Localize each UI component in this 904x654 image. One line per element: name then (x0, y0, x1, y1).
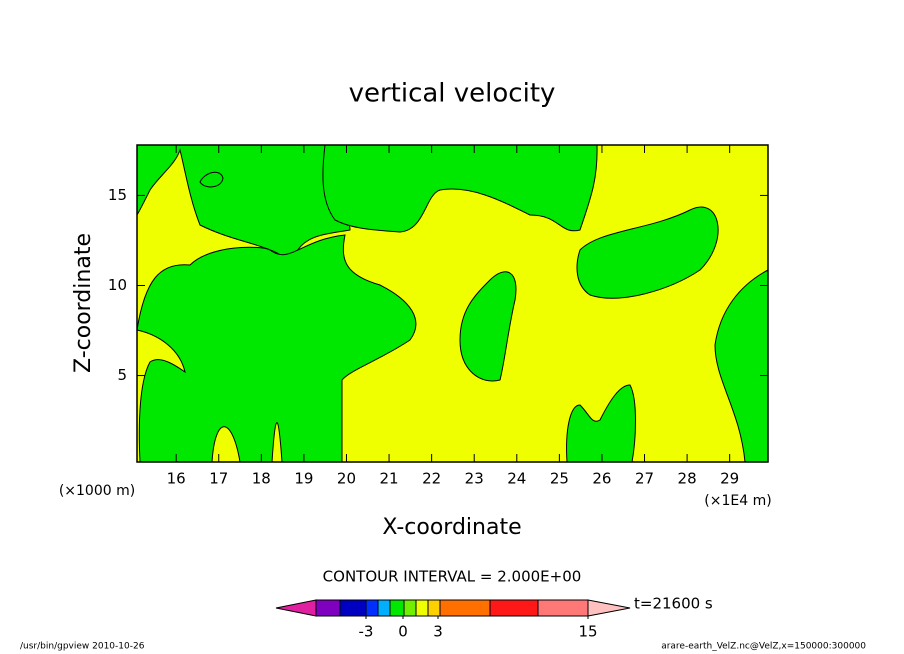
x-tick-label: 24 (507, 470, 526, 488)
x-tick-label: 16 (167, 470, 186, 488)
colorbar-box (389, 599, 405, 617)
contour-region (322, 144, 598, 233)
colorbar-end (275, 599, 317, 617)
colorbar-box (439, 599, 491, 617)
chart-title: vertical velocity (349, 79, 556, 109)
contour-region (566, 384, 636, 463)
footer-left: /usr/bin/gpview 2010-10-26 (20, 642, 145, 652)
y-tick-label: 15 (108, 186, 127, 204)
y-tick-label: 5 (117, 366, 127, 384)
contour-regions (136, 144, 769, 463)
y-tick-label: 10 (108, 276, 127, 294)
plot-area (136, 144, 769, 463)
colorbar-tick-label: 15 (578, 623, 597, 641)
contour-region (459, 271, 517, 382)
colorbar-tick-label: 3 (433, 623, 443, 641)
x-tick-label: 23 (465, 470, 484, 488)
x-tick-label: 19 (294, 470, 313, 488)
colorbar-box (427, 599, 441, 617)
colorbar-box (377, 599, 391, 617)
colorbar-box (489, 599, 539, 617)
x-tick-label: 26 (592, 470, 611, 488)
colorbar: -3 0 3 15 (275, 599, 631, 641)
x-tick-label: 20 (337, 470, 356, 488)
plot-frame (136, 144, 769, 463)
x-unit: (×1E4 m) (704, 493, 771, 509)
x-tick-label: 29 (720, 470, 739, 488)
colorbar-box (315, 599, 341, 617)
colorbar-box (415, 599, 429, 617)
time-label: t=21600 s (634, 595, 713, 613)
footer-right: arare-earth_VelZ.nc@VelZ,x=150000:300000 (661, 642, 866, 652)
x-axis-label: X-coordinate (382, 515, 521, 540)
colorbar-tick-label: 0 (398, 623, 408, 641)
contour-region (136, 234, 417, 463)
colorbar-box (365, 599, 379, 617)
x-tick-label: 21 (380, 470, 399, 488)
x-tick-label: 22 (422, 470, 441, 488)
y-axis-label: Z-coordinate (71, 233, 96, 373)
colorbar-end (587, 599, 631, 617)
x-tick-label: 27 (635, 470, 654, 488)
x-tick-label: 17 (209, 470, 228, 488)
colorbar-box (403, 599, 417, 617)
contour-region (576, 206, 719, 299)
contour-region (136, 144, 351, 267)
x-tick-label: 18 (252, 470, 271, 488)
contour-region (714, 269, 769, 463)
contour-region (199, 171, 224, 188)
contour-interval: CONTOUR INTERVAL = 2.000E+00 (323, 568, 582, 586)
colorbar-box (339, 599, 367, 617)
x-tick-label: 28 (678, 470, 697, 488)
y-unit: (×1000 m) (59, 483, 135, 499)
colorbar-box (537, 599, 589, 617)
x-tick-label: 25 (550, 470, 569, 488)
colorbar-tick-label: -3 (359, 623, 374, 641)
